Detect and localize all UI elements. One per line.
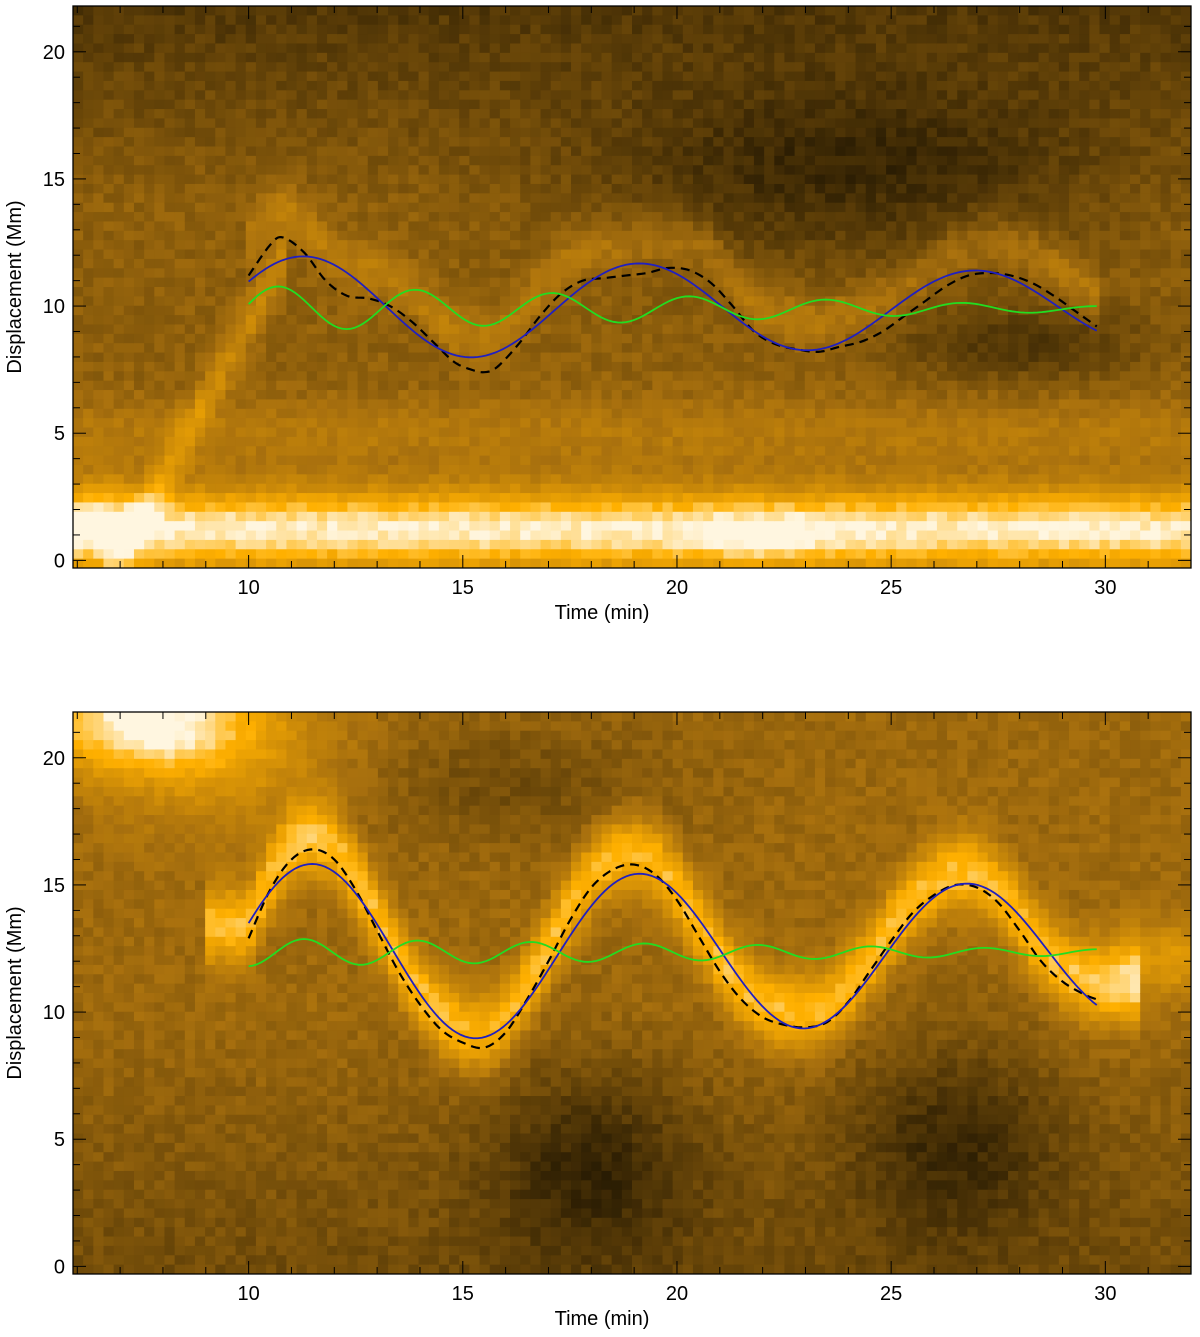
x-tick-label: 20 [666, 577, 688, 599]
y-tick-label: 20 [43, 42, 65, 64]
series-line [247, 863, 1098, 1040]
intensity-map [73, 712, 1191, 1274]
x-tick-label: 30 [1094, 577, 1116, 599]
series-2-fit [247, 285, 1097, 331]
y-tick-label: 0 [54, 550, 65, 572]
x-tick-label: 25 [880, 1283, 902, 1305]
x-tick-label: 30 [1094, 1283, 1116, 1305]
x-tick-label: 20 [666, 1283, 688, 1305]
x-axis-title: Time (min) [555, 602, 650, 624]
x-axis: 10 15 20 25 30 Time (min) [76, 712, 1192, 1330]
top-panel: 10 15 20 25 30 Time (min) 0 5 10 15 20 Displacement… [4, 5, 1192, 624]
series-1-fit [248, 255, 1098, 359]
series-2-fit [248, 938, 1097, 968]
x-tick-label: 10 [237, 1283, 259, 1305]
y-tick-label: 0 [54, 1256, 65, 1278]
y-tick-label: 5 [54, 1129, 65, 1151]
y-tick-label: 15 [43, 169, 65, 191]
intensity-map [73, 6, 1191, 568]
x-tick-label: 25 [880, 577, 902, 599]
series-line [248, 938, 1097, 968]
y-axis: 0 5 10 15 20 Displacement (Mm) [4, 731, 1191, 1278]
series-line [247, 285, 1097, 331]
x-tick-label: 10 [237, 577, 259, 599]
y-axis-title: Displacement (Mm) [4, 906, 26, 1079]
x-axis: 10 15 20 25 30 Time (min) [76, 6, 1192, 624]
bottom-panel: 10 15 20 25 30 Time (min) 0 5 10 15 20 Displacement… [4, 711, 1192, 1330]
x-tick-label: 15 [452, 577, 474, 599]
series-line [248, 255, 1098, 359]
y-tick-label: 15 [43, 875, 65, 897]
series-1-fit [247, 863, 1098, 1040]
x-tick-label: 15 [452, 1283, 474, 1305]
x-axis-title: Time (min) [555, 1308, 650, 1330]
y-axis-title: Displacement (Mm) [4, 200, 26, 373]
y-tick-label: 10 [43, 296, 65, 318]
plot-frame [72, 711, 1192, 1275]
plot-frame [72, 5, 1192, 569]
y-axis: 0 5 10 15 20 Displacement (Mm) [4, 25, 1191, 572]
y-tick-label: 10 [43, 1002, 65, 1024]
y-tick-label: 5 [54, 423, 65, 445]
y-tick-label: 20 [43, 748, 65, 770]
